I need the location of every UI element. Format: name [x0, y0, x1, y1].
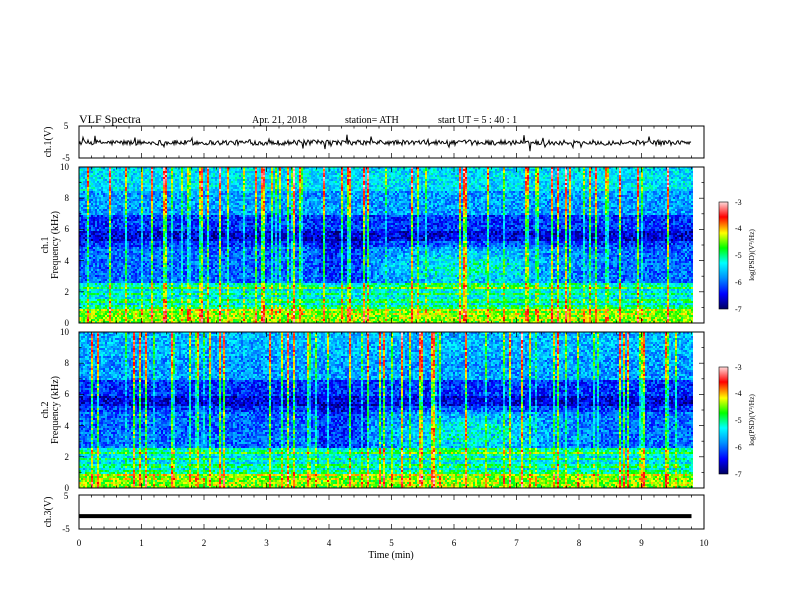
- ch1-ytick-bottom: -5: [62, 153, 70, 163]
- time-tick-label: 0: [77, 538, 82, 548]
- time-tick-label: 9: [639, 538, 644, 548]
- start-time-label: start UT = 5 : 40 : 1: [438, 115, 517, 126]
- time-tick-label: 8: [577, 538, 582, 548]
- time-tick-label: 1: [139, 538, 144, 548]
- ch1-freq-tick-0: 0: [65, 318, 70, 328]
- ch1-colorbar: -3 -4 -5 -6 -7 log(PSD)(V²/Hz): [718, 198, 756, 314]
- time-tick-label: 10: [700, 538, 710, 548]
- ch2-spectrogram-ylabel-freq: Frequency (kHz): [50, 376, 61, 444]
- ch1-waveform-ylabel: ch.1(V): [43, 127, 54, 158]
- time-tick-label: 4: [327, 538, 332, 548]
- ch1-spectrogram-ylabel-freq: Frequency (kHz): [50, 211, 61, 279]
- ch2-freq-tick-8: 8: [65, 358, 70, 368]
- time-tick-label: 5: [389, 538, 394, 548]
- ch1-spectrogram-ticks: [78, 166, 705, 324]
- ch2-freq-tick-6: 6: [65, 389, 70, 399]
- ch1-waveform-trace: [78, 134, 692, 152]
- date-label: Apr. 21, 2018: [252, 115, 307, 126]
- ch1-colorbar-label: log(PSD)(V²/Hz): [747, 229, 756, 281]
- time-tick-label: 2: [202, 538, 207, 548]
- ch1-cbar-tick-7: -7: [735, 305, 742, 314]
- ch1-waveform-panel: 5 -5 ch.1(V): [43, 121, 705, 163]
- ch1-waveform-ticks: [78, 126, 705, 158]
- ch1-cbar-tick-4: -4: [735, 224, 742, 233]
- ch2-cbar-tick-5: -5: [735, 416, 742, 425]
- ch1-spectrogram-ylabel-channel: ch.1: [40, 237, 51, 254]
- ch1-freq-tick-8: 8: [65, 193, 70, 203]
- ch3-ytick-top: 5: [64, 491, 69, 501]
- ch2-spectrogram-image: [79, 332, 693, 488]
- ch2-colorbar-label: log(PSD)(V²/Hz): [747, 394, 756, 446]
- ch2-cbar-tick-6: -6: [735, 443, 742, 452]
- ch2-spectrogram-ticks: [78, 331, 705, 489]
- ch3-waveform-ylabel: ch.3(V): [43, 497, 54, 528]
- ch1-spectrogram-image: [79, 167, 693, 323]
- ch3-waveform-ticks: [78, 495, 705, 529]
- ch2-freq-tick-2: 2: [65, 452, 70, 462]
- time-tick-label: 3: [264, 538, 269, 548]
- figure-title: VLF Spectra: [79, 112, 141, 126]
- ch1-cbar-tick-3: -3: [735, 198, 742, 207]
- time-axis-label: Time (min): [368, 550, 413, 561]
- ch2-freq-tick-0: 0: [65, 483, 70, 493]
- ch1-spectrogram-panel: 0 2 4 6 8 10 ch.1 Frequency (kHz): [40, 162, 756, 328]
- station-label: station= ATH: [345, 115, 399, 126]
- ch2-colorbar-gradient: [718, 366, 729, 475]
- ch2-spectrogram-panel: 0 2 4 6 8 10 ch.2 Frequency (kHz) -3 -4 …: [40, 327, 756, 493]
- time-tick-label: 7: [514, 538, 519, 548]
- ch2-cbar-tick-3: -3: [735, 363, 742, 372]
- ch3-ytick-bottom: -5: [62, 524, 70, 534]
- ch1-colorbar-gradient: [718, 201, 729, 310]
- ch1-freq-tick-4: 4: [65, 256, 70, 266]
- ch1-freq-tick-10: 10: [60, 162, 70, 172]
- ch1-ytick-top: 5: [64, 121, 69, 131]
- ch2-cbar-tick-4: -4: [735, 389, 742, 398]
- time-tick-label: 6: [452, 538, 457, 548]
- ch2-spectrogram-ylabel-channel: ch.2: [40, 402, 51, 419]
- ch3-waveform-panel: 5 -5 ch.3(V) 0 1 2 3 4 5 6 7 8 9 10 Time (min): [43, 491, 709, 561]
- ch1-cbar-tick-6: -6: [735, 278, 742, 287]
- ch2-freq-tick-10: 10: [60, 327, 70, 337]
- ch2-cbar-tick-7: -7: [735, 470, 742, 479]
- ch1-cbar-tick-5: -5: [735, 251, 742, 260]
- ch1-freq-tick-2: 2: [65, 287, 70, 297]
- ch2-freq-tick-4: 4: [65, 421, 70, 431]
- ch3-waveform-frame: [78, 494, 705, 530]
- ch2-colorbar: -3 -4 -5 -6 -7 log(PSD)(V²/Hz): [718, 363, 756, 479]
- ch1-freq-tick-6: 6: [65, 224, 70, 234]
- time-axis-tick-labels: 0 1 2 3 4 5 6 7 8 9 10: [77, 538, 709, 548]
